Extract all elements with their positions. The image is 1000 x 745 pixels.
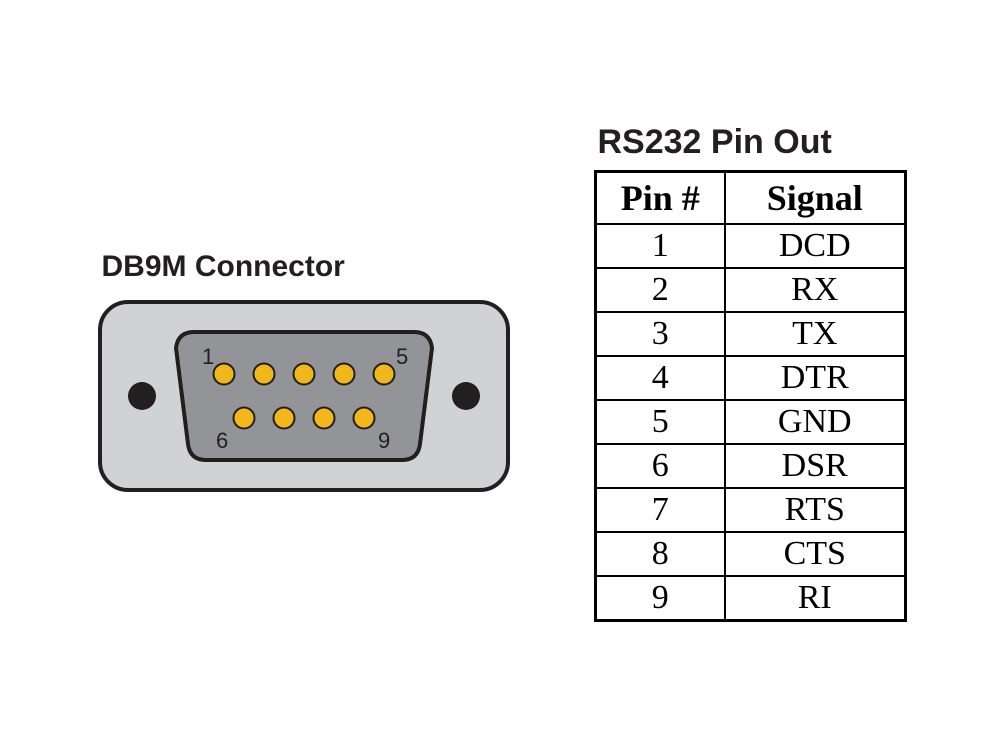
pin-3: [293, 363, 314, 384]
screw-hole-right: [452, 382, 480, 410]
pin-label-9: 9: [378, 428, 390, 453]
cell-signal: TX: [725, 312, 905, 356]
header-pin: Pin #: [595, 172, 725, 225]
cell-pin: 3: [595, 312, 725, 356]
pin-4: [333, 363, 354, 384]
table-row: 1 DCD: [595, 224, 905, 268]
cell-signal: DTR: [725, 356, 905, 400]
cell-pin: 7: [595, 488, 725, 532]
cell-pin: 2: [595, 268, 725, 312]
table-row: 6 DSR: [595, 444, 905, 488]
pin-label-6: 6: [216, 428, 228, 453]
pinout-table: Pin # Signal 1 DCD 2 RX 3 TX 4: [594, 170, 907, 622]
table-row: 9 RI: [595, 576, 905, 621]
db9m-connector-diagram: 1 5 6 9: [94, 296, 514, 496]
diagram-container: DB9M Connector 1 5 6 9: [0, 0, 1000, 745]
cell-signal: CTS: [725, 532, 905, 576]
cell-pin: 1: [595, 224, 725, 268]
cell-signal: DCD: [725, 224, 905, 268]
cell-signal: RTS: [725, 488, 905, 532]
pin-label-1: 1: [202, 344, 214, 369]
cell-pin: 6: [595, 444, 725, 488]
table-row: 4 DTR: [595, 356, 905, 400]
cell-pin: 8: [595, 532, 725, 576]
cell-signal: DSR: [725, 444, 905, 488]
pin-6: [233, 407, 254, 428]
table-row: 3 TX: [595, 312, 905, 356]
connector-section: DB9M Connector 1 5 6 9: [94, 250, 514, 496]
table-row: 8 CTS: [595, 532, 905, 576]
cell-pin: 5: [595, 400, 725, 444]
pin-1: [213, 363, 234, 384]
screw-hole-left: [128, 382, 156, 410]
pin-7: [273, 407, 294, 428]
pinout-table-body: 1 DCD 2 RX 3 TX 4 DTR 5 GND: [595, 224, 905, 621]
connector-title: DB9M Connector: [102, 250, 345, 284]
cell-pin: 4: [595, 356, 725, 400]
cell-signal: GND: [725, 400, 905, 444]
table-row: 5 GND: [595, 400, 905, 444]
cell-pin: 9: [595, 576, 725, 621]
pin-8: [313, 407, 334, 428]
table-row: 2 RX: [595, 268, 905, 312]
pin-label-5: 5: [396, 344, 408, 369]
pinout-section: RS232 Pin Out Pin # Signal 1 DCD 2 RX 3: [594, 123, 907, 622]
pin-9: [353, 407, 374, 428]
cell-signal: RI: [725, 576, 905, 621]
cell-signal: RX: [725, 268, 905, 312]
pin-2: [253, 363, 274, 384]
table-header-row: Pin # Signal: [595, 172, 905, 225]
connector-inner-body: [176, 332, 432, 460]
table-row: 7 RTS: [595, 488, 905, 532]
pinout-title: RS232 Pin Out: [598, 123, 832, 162]
header-signal: Signal: [725, 172, 905, 225]
pin-5: [373, 363, 394, 384]
